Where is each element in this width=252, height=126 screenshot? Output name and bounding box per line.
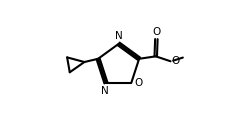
Text: N: N [115,31,122,41]
Text: N: N [101,86,109,96]
Text: O: O [152,27,161,37]
Text: O: O [134,78,143,88]
Text: O: O [171,56,179,66]
